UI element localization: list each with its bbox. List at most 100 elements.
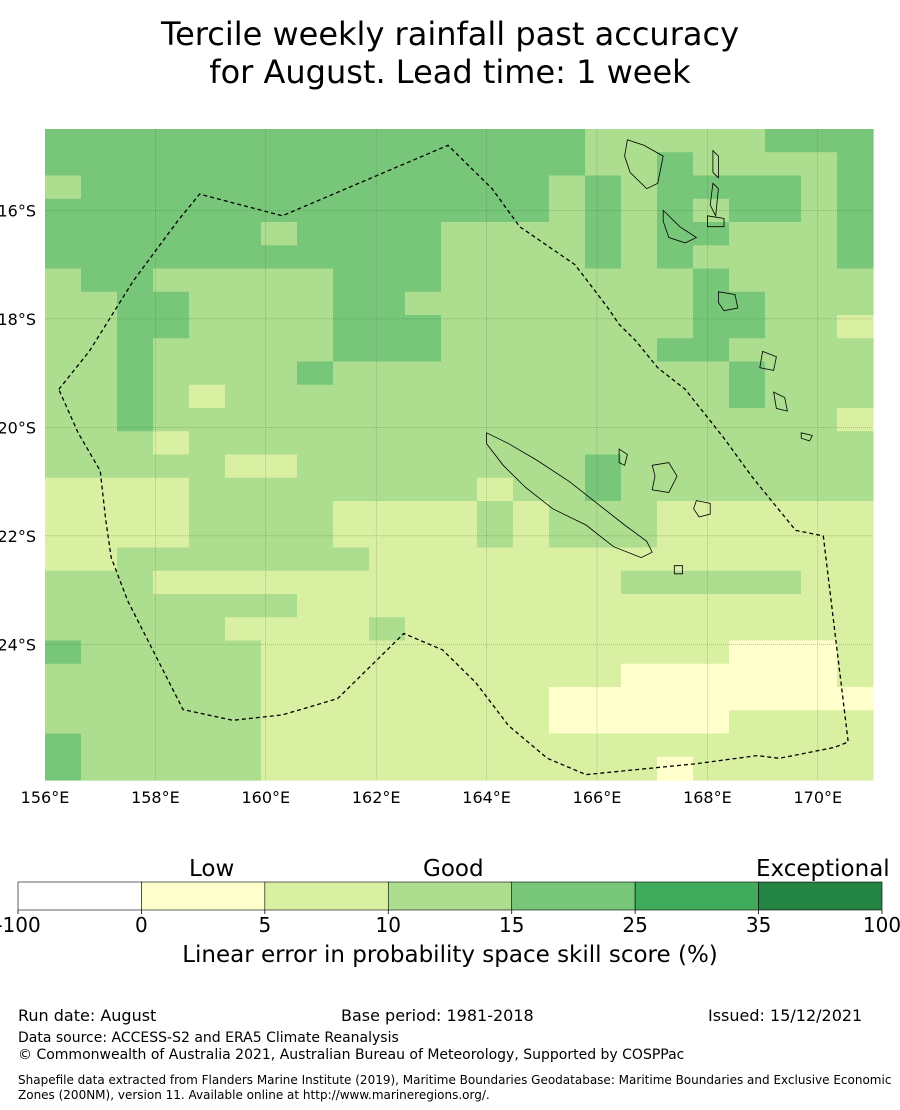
lat-tick-label: 16°S <box>0 201 36 220</box>
skill-cell <box>45 687 82 711</box>
skill-cell <box>765 547 802 572</box>
skill-cell <box>477 640 514 665</box>
skill-cell <box>333 384 370 409</box>
skill-cell <box>261 547 298 572</box>
skill-cell <box>81 129 118 153</box>
skill-cell <box>261 315 298 339</box>
skill-cell <box>189 477 226 502</box>
skill-cell <box>45 710 82 735</box>
skill-cell <box>513 315 550 339</box>
skill-cell <box>225 152 262 177</box>
skill-cell <box>333 315 370 339</box>
skill-cell <box>405 315 442 339</box>
skill-cell <box>333 291 370 316</box>
skill-cell <box>549 408 586 432</box>
skill-cell <box>117 175 154 200</box>
skill-cell <box>297 663 334 688</box>
skill-cell <box>405 175 442 200</box>
skill-cell <box>585 501 622 525</box>
skill-cell <box>81 431 118 456</box>
skill-cell <box>513 152 550 177</box>
skill-cell <box>189 361 226 386</box>
skill-cell <box>657 687 694 711</box>
skill-cell <box>621 222 658 246</box>
skill-cell <box>297 570 334 595</box>
skill-cell <box>585 129 622 153</box>
skill-cell <box>189 710 226 735</box>
skill-cell <box>477 663 514 688</box>
skill-cell <box>225 501 262 525</box>
skill-cell <box>405 338 442 363</box>
skill-cell <box>729 570 766 595</box>
island-pentecost <box>709 182 719 218</box>
skill-cell <box>297 640 334 665</box>
skill-cell <box>801 733 838 758</box>
skill-cell <box>153 756 190 781</box>
skill-cell <box>261 129 298 153</box>
skill-cell <box>801 291 838 316</box>
skill-cell <box>657 408 694 432</box>
skill-cell <box>333 524 370 549</box>
skill-cell <box>297 245 334 270</box>
skill-cell <box>441 361 478 386</box>
coastlines <box>486 139 813 575</box>
skill-cell <box>369 570 406 595</box>
skill-cell <box>333 687 370 711</box>
skill-cell <box>513 129 550 153</box>
skill-cell <box>441 687 478 711</box>
skill-cell <box>585 222 622 246</box>
skill-cell <box>729 245 766 270</box>
skill-cell <box>369 477 406 502</box>
skill-cell <box>405 501 442 525</box>
skill-cell <box>765 291 802 316</box>
skill-cell <box>333 268 370 293</box>
skill-cell <box>225 338 262 363</box>
skill-cell <box>729 687 766 711</box>
skill-cell <box>801 687 838 711</box>
skill-cell <box>621 129 658 153</box>
skill-cell <box>117 454 154 479</box>
lon-tick-label: 156°E <box>21 788 70 807</box>
skill-cell <box>441 291 478 316</box>
skill-cell <box>369 617 406 642</box>
skill-cell <box>765 570 802 595</box>
island-espiritu-santo <box>624 139 664 190</box>
island-isle-of-pines <box>673 565 683 575</box>
skill-cell <box>117 245 154 270</box>
skill-cell <box>333 594 370 618</box>
colorbar-label: Linear error in probability space skill … <box>182 942 718 968</box>
skill-cell <box>369 268 406 293</box>
skill-cell <box>81 570 118 595</box>
skill-cell <box>513 431 550 456</box>
skill-cell <box>513 245 550 270</box>
skill-cell <box>441 338 478 363</box>
skill-cell <box>333 338 370 363</box>
skill-cell <box>225 524 262 549</box>
skill-cell <box>693 315 730 339</box>
skill-cell <box>261 338 298 363</box>
skill-cell <box>153 663 190 688</box>
skill-cell <box>621 454 658 479</box>
skill-cell <box>765 617 802 642</box>
skill-cell <box>225 756 262 781</box>
skill-cell <box>153 198 190 223</box>
skill-cell <box>765 524 802 549</box>
skill-cell <box>693 640 730 665</box>
skill-cell <box>477 291 514 316</box>
skill-cell <box>45 338 82 363</box>
skill-cell <box>837 756 874 781</box>
skill-cell <box>117 361 154 386</box>
skill-cell <box>297 454 334 479</box>
skill-cell <box>261 361 298 386</box>
skill-cell <box>189 501 226 525</box>
skill-cell <box>225 594 262 618</box>
skill-cell <box>405 477 442 502</box>
skill-cell <box>81 477 118 502</box>
skill-cell <box>333 431 370 456</box>
skill-cell <box>801 338 838 363</box>
skill-cell <box>225 129 262 153</box>
skill-cell <box>261 245 298 270</box>
skill-cell <box>261 222 298 246</box>
skill-cell <box>297 338 334 363</box>
skill-cell <box>513 710 550 735</box>
